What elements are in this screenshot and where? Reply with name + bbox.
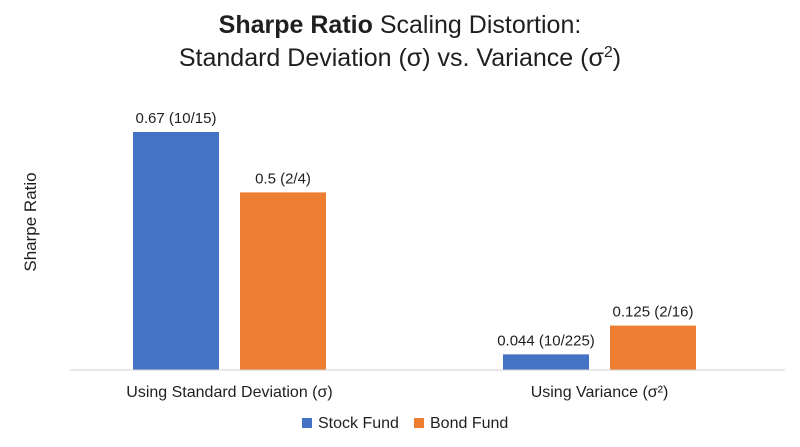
data-label-stock-0: 0.67 (10/15) (136, 110, 217, 127)
legend-label-stock: Stock Fund (318, 415, 399, 432)
bar-bond-1 (610, 325, 696, 370)
data-label-bond-1: 0.125 (2/16) (613, 304, 694, 321)
category-label-0: Using Standard Deviation (σ) (126, 384, 332, 401)
legend: Stock Fund Bond Fund (302, 415, 508, 432)
chart-title-line2-main: Standard Deviation (σ) vs. Variance (σ (179, 44, 605, 72)
chart-title-rest: Scaling Distortion: (373, 11, 581, 39)
data-label-bond-0: 0.5 (2/4) (255, 170, 311, 187)
bar-bond-0 (240, 192, 326, 370)
chart-title-line1: Sharpe Ratio Scaling Distortion: (219, 11, 582, 39)
legend-swatch-stock (302, 418, 312, 428)
category-label-1: Using Variance (σ²) (531, 384, 669, 401)
chart-title-line2-end: ) (613, 44, 621, 72)
chart-title-superscript: 2 (604, 44, 613, 61)
plot-area: 0.67 (10/15) 0.5 (2/4) Using Standard Devi… (126, 110, 696, 401)
chart-title-bold: Sharpe Ratio (219, 11, 373, 39)
legend-label-bond: Bond Fund (430, 415, 508, 432)
y-axis-label: Sharpe Ratio (21, 172, 40, 271)
bar-stock-1 (503, 354, 589, 370)
data-label-stock-1: 0.044 (10/225) (497, 332, 595, 349)
bar-stock-0 (133, 132, 219, 370)
chart-title-line2: Standard Deviation (σ) vs. Variance (σ2) (179, 44, 621, 72)
legend-swatch-bond (414, 418, 424, 428)
